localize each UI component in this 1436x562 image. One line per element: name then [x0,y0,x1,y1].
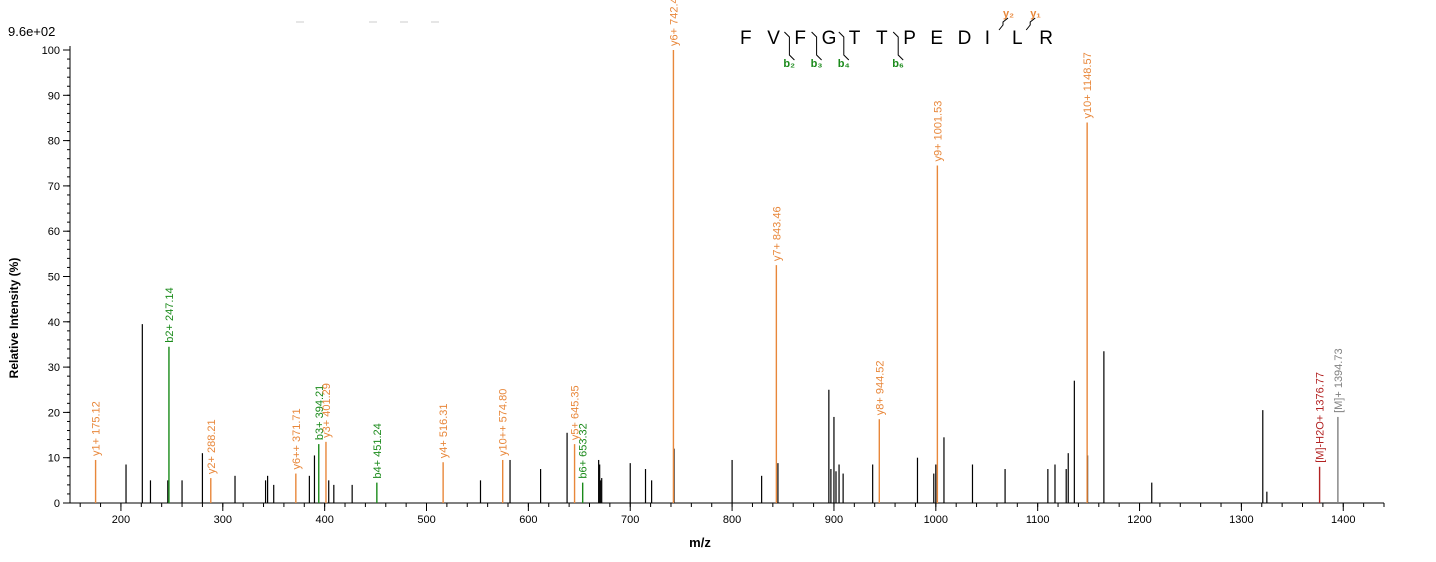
x-tick-label: 400 [315,514,333,526]
x-tick-label: 300 [214,514,232,526]
y-tick-label: 10 [48,453,60,465]
sequence-residue: R [1039,28,1053,49]
sequence-residue: F [740,28,752,49]
y-ion-marker: y₁ [1030,8,1041,20]
x-tick-label: 500 [417,514,435,526]
x-tick-label: 900 [825,514,843,526]
y-tick-label: 20 [48,407,60,419]
sequence-residue: D [957,28,972,49]
peak-label: y8+ 944.52 [874,360,886,415]
peak-label: y9+ 1001.53 [932,101,944,162]
y-tick-label: 30 [48,362,60,374]
x-tick-label: 1400 [1331,514,1355,526]
sequence-cut-markers [784,17,1036,61]
y-tick-label: 60 [48,226,60,238]
y-ion-cut [1025,17,1036,31]
x-tick-label: 1200 [1127,514,1151,526]
peak-label: y3+ 401.29 [321,383,333,438]
peaks [94,50,1339,503]
sequence-residue: G [821,28,837,49]
peak-label: y10+ 1148.57 [1082,52,1094,118]
peak-label: y10++ 574.80 [498,389,510,456]
y-tick-label: 40 [48,317,60,329]
axes: 200 300 400 500 600 700 800 900 1000 1100 1200 1300… [42,45,1385,526]
x-axis-label: m/z [689,535,711,550]
y-tick-label: 80 [48,136,60,148]
peak-label: y6+ 742.40 [668,0,680,46]
x-tick-label: 1000 [924,514,948,526]
peak-label: [M]-H2O+ 1376.77 [1315,372,1327,463]
y-ion-cut [998,17,1009,31]
x-tick-label: 1100 [1026,514,1050,526]
y-tick-label: 90 [48,90,60,102]
b-ion-marker: b₃ [810,58,823,70]
x-tick-label: 1300 [1229,514,1253,526]
peak-label: y4+ 516.31 [438,403,450,458]
peak-label: y7+ 843.46 [771,206,783,261]
b-ion-marker: b₂ [783,58,795,70]
peak-label: b4+ 451.24 [372,423,384,478]
peak-label: y2+ 288.21 [206,419,218,474]
sequence-residue: V [767,28,780,49]
y-ion-marker: y₂ [1003,8,1015,20]
sequence-residue: T [848,28,861,49]
peak-labels: y1+ 175.12 b2+ 247.14 y2+ 288.21 y6++ 371.7… [91,0,1345,479]
b-ion-marker: b₆ [892,58,904,70]
sequence-residue: P [903,28,916,49]
b-ion-cut [811,31,822,61]
peak-label: b3+ 394.21 [314,385,326,440]
y-tick-label: 0 [54,498,60,510]
sequence-residue: L [1012,28,1023,49]
peak-label: b6+ 653.32 [578,423,590,478]
sequence-residue: F [794,28,806,49]
b-ion-marker: b₄ [837,58,850,70]
peak-label: y6++ 371.71 [291,408,303,469]
intensity-scale-label: 9.6e+02 [8,24,56,39]
x-tick-label: 700 [621,514,639,526]
b-ion-cut [892,31,904,61]
y-tick-label: 70 [48,181,60,193]
x-tick-label: 800 [723,514,741,526]
x-tick-label: 200 [112,514,130,526]
y-tick-label: 50 [48,272,60,284]
y-tick-label: 100 [42,45,60,57]
peak-label: y1+ 175.12 [91,401,103,456]
sequence-residue: T [876,28,888,49]
b-ion-cut [784,31,795,61]
peak-label: b2+ 247.14 [164,287,176,342]
b-ion-cut [838,31,850,61]
peak-label: [M]+ 1394.73 [1333,348,1345,413]
x-tick-label: 600 [519,514,537,526]
sequence-residue: E [930,28,944,49]
peak-label: y5+ 645.35 [570,385,582,440]
sequence-residue: I [984,28,991,49]
